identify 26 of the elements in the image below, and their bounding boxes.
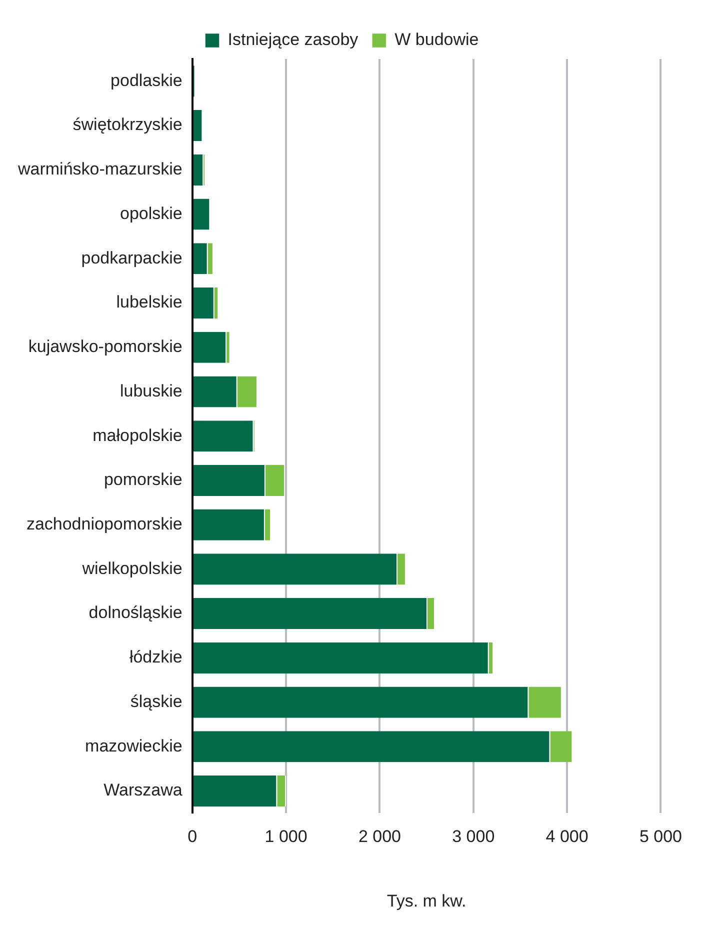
y-tick-label: lubelskie [116,292,182,312]
y-tick-label: łódzkie [129,648,182,667]
y-tick-label: lubuskie [120,381,182,400]
x-tick-label: 5 000 [639,827,682,846]
y-tick-label: kujawsko-pomorskie [28,337,182,356]
y-tick-label: podkarpackie [81,248,182,268]
x-tick-label: 4 000 [546,827,588,846]
x-tick-label: 2 000 [358,827,401,846]
y-tick-label: dolnośląskie [88,603,182,622]
y-tick-label: warmińsko-mazurskie [16,160,182,179]
y-tick-label: świętokrzyskie [72,115,182,134]
x-tick-label: 3 000 [452,827,495,846]
x-axis-title: Tys. m kw. [386,891,466,910]
y-tick-label: pomorskie [104,470,182,490]
x-tick-label: 1 000 [264,827,308,846]
y-tick-label: zachodniopomorskie [26,514,182,534]
y-tick-label: mazowieckie [85,736,182,756]
y-tick-label: Warszawa [104,780,183,800]
x-tick-label: 0 [188,827,198,846]
legend-label: Istniejące zasoby [228,30,359,50]
y-tick-label: podlaskie [110,70,182,90]
y-tick-label: opolskie [120,204,182,223]
y-tick-label: wielkopolskie [81,558,182,578]
legend-label: W budowie [394,30,479,50]
y-tick-label: śląskie [130,692,182,711]
y-tick-label: małopolskie [92,426,182,445]
